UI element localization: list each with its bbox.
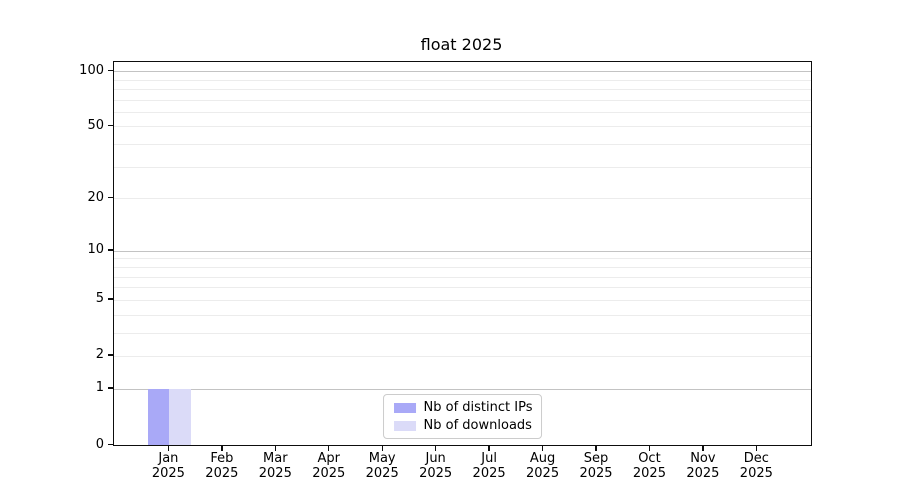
minor-gridline [114, 266, 811, 268]
minor-gridline [114, 198, 811, 200]
y-tick-label: 0 [95, 436, 104, 452]
y-tick-mark [108, 387, 113, 389]
minor-gridline [114, 258, 811, 260]
minor-gridline [114, 314, 811, 316]
legend-row: Nb of distinct IPs [393, 400, 533, 415]
x-tick-label: May 2025 [365, 451, 399, 481]
y-tick-label: 20 [87, 189, 104, 205]
x-tick-mark [274, 445, 276, 451]
y-tick-label: 10 [87, 242, 104, 258]
x-tick-label: Aug 2025 [526, 451, 560, 481]
legend-label: Nb of distinct IPs [423, 400, 533, 415]
y-tick-label: 100 [79, 62, 104, 78]
x-tick-label: Nov 2025 [686, 451, 720, 481]
x-tick-mark [702, 445, 704, 451]
minor-gridline [114, 332, 811, 334]
legend-row: Nb of downloads [393, 418, 533, 433]
bar-downloads [169, 388, 191, 445]
x-tick-label: Jan 2025 [151, 451, 185, 481]
x-tick-mark [488, 445, 490, 451]
x-tick-mark [541, 445, 544, 451]
minor-gridline [114, 276, 811, 278]
x-tick-mark [221, 445, 223, 451]
bar-distinct-ips [148, 388, 170, 445]
y-tick-mark [108, 124, 113, 127]
x-tick-mark [755, 445, 758, 451]
x-tick-mark [328, 445, 330, 451]
x-tick-mark [381, 445, 383, 451]
minor-gridline [114, 126, 811, 128]
minor-gridline [114, 355, 811, 357]
legend-swatch-icon [393, 420, 416, 431]
minor-gridline [114, 299, 811, 301]
x-tick-label: Sep 2025 [579, 451, 613, 481]
x-tick-mark [167, 445, 170, 451]
x-tick-label: Jul 2025 [472, 451, 506, 481]
x-tick-label: Dec 2025 [739, 451, 773, 481]
y-tick-label: 50 [87, 117, 104, 133]
x-tick-mark [648, 445, 651, 451]
minor-gridline [114, 88, 811, 90]
y-tick-mark [108, 298, 113, 300]
chart-title: float 2025 [420, 35, 503, 54]
y-tick-mark [108, 69, 113, 71]
plot-area: Nb of distinct IPs Nb of downloads [113, 61, 812, 446]
major-gridline [114, 388, 811, 390]
x-tick-mark [595, 445, 597, 451]
y-tick-mark [108, 443, 113, 445]
minor-gridline [114, 287, 811, 289]
x-tick-label: Mar 2025 [258, 451, 292, 481]
legend-label: Nb of downloads [423, 418, 532, 433]
legend-swatch-icon [393, 402, 416, 413]
y-tick-mark [108, 249, 113, 251]
x-tick-mark [434, 445, 437, 451]
major-gridline [114, 250, 811, 252]
y-tick-mark [108, 196, 113, 199]
x-tick-label: Oct 2025 [632, 451, 666, 481]
x-tick-label: Apr 2025 [312, 451, 346, 481]
minor-gridline [114, 99, 811, 101]
x-tick-label: Jun 2025 [419, 451, 453, 481]
minor-gridline [114, 144, 811, 146]
y-tick-label: 1 [95, 380, 104, 396]
y-tick-label: 5 [95, 291, 104, 307]
major-gridline [114, 71, 811, 73]
minor-gridline [114, 111, 811, 113]
minor-gridline [114, 79, 811, 81]
minor-gridline [114, 166, 811, 168]
x-tick-label: Feb 2025 [205, 451, 239, 481]
y-tick-label: 2 [95, 347, 104, 363]
legend: Nb of distinct IPs Nb of downloads [382, 394, 543, 439]
y-tick-mark [108, 354, 113, 356]
